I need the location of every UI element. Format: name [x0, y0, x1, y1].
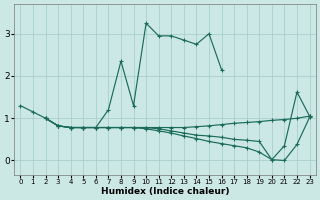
X-axis label: Humidex (Indice chaleur): Humidex (Indice chaleur): [101, 187, 229, 196]
